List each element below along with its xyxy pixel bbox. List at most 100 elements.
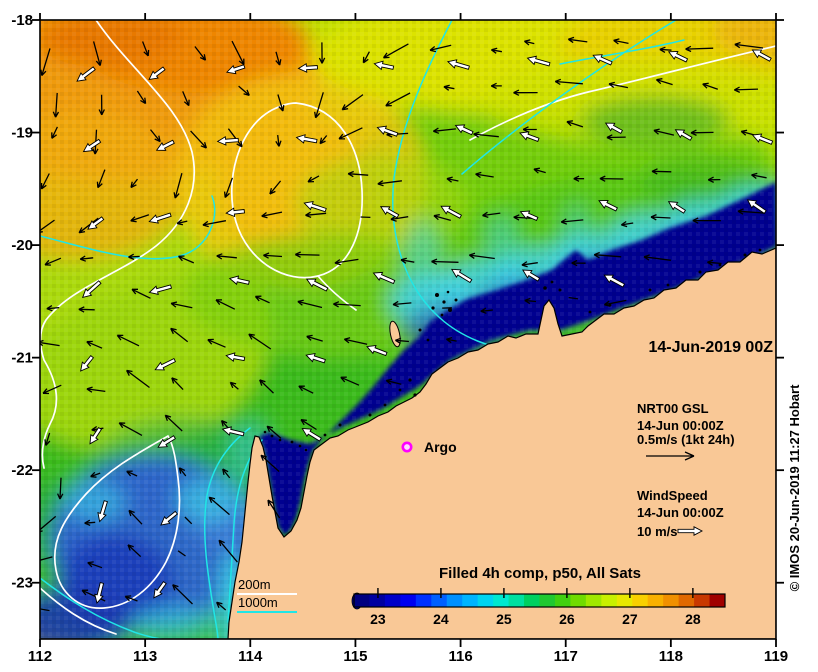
current-arrow-icon	[707, 176, 721, 183]
current-arrow-icon	[127, 544, 142, 558]
current-arrow-icon	[523, 39, 535, 46]
current-arrow-icon	[275, 51, 282, 66]
current-arrow-icon	[171, 377, 184, 391]
current-arrow-icon	[333, 301, 361, 308]
wind-arrow-icon	[153, 580, 167, 599]
current-arrow-icon	[692, 217, 721, 224]
argo-label: Argo	[424, 439, 457, 455]
current-arrow-icon	[194, 46, 207, 61]
wind-arrow-icon	[751, 49, 772, 62]
current-arrow-icon	[567, 36, 588, 44]
wind-arrow-icon	[373, 60, 395, 71]
current-arrow-icon	[524, 297, 537, 305]
colorbar-segment	[415, 594, 432, 607]
wind-arrow-icon	[667, 201, 687, 214]
current-arrow-icon	[136, 90, 147, 105]
current-arrow-icon	[446, 176, 459, 183]
colorbar-segment	[647, 594, 664, 607]
colorbar-tick-label: 27	[622, 611, 638, 627]
colorbar-segment	[616, 594, 633, 607]
colorbar-tick-label: 28	[685, 611, 701, 627]
current-arrow-icon	[341, 94, 364, 111]
current-arrow-icon	[263, 252, 283, 259]
current-arrow-icon	[751, 172, 767, 180]
wind-arrow-icon	[751, 133, 774, 145]
current-arrow-icon	[297, 299, 323, 309]
current-arrow-icon	[207, 338, 226, 348]
wind-arrow-icon	[87, 216, 105, 230]
current-arrow-icon	[566, 120, 584, 128]
wind-arrow-icon	[379, 206, 400, 219]
current-arrow-icon	[173, 173, 183, 199]
current-arrow-icon	[431, 258, 459, 265]
current-arrow-icon	[254, 295, 270, 304]
colorbar-segment	[508, 594, 525, 607]
colorbar-segment	[570, 594, 587, 607]
wind-arrow-icon	[519, 210, 539, 222]
current-arrow-icon	[229, 381, 239, 390]
current-arrow-icon	[40, 48, 51, 77]
wind-vectors	[76, 49, 774, 604]
current-arrow-icon	[521, 261, 538, 268]
current-arrow-icon	[690, 129, 714, 136]
current-arrow-icon	[343, 337, 368, 345]
current-arrow-icon	[382, 43, 409, 59]
current-arrow-icon	[260, 454, 280, 472]
current-arrow-icon	[620, 220, 634, 228]
wind-arrow-icon	[667, 50, 689, 63]
current-arrow-icon	[737, 208, 766, 215]
colorbar-segment	[709, 594, 726, 607]
current-arrow-icon	[314, 92, 324, 119]
current-arrow-icon	[86, 340, 103, 349]
colorbar-ticks	[377, 588, 694, 598]
current-arrow-icon	[128, 509, 143, 525]
colorbar-segment	[585, 594, 602, 607]
current-arrow-icon	[599, 175, 624, 182]
wind-arrow-icon	[148, 212, 172, 224]
current-arrow-icon	[433, 213, 451, 222]
current-arrow-icon	[473, 131, 499, 138]
wind-arrow-icon	[598, 199, 618, 212]
x-tick-label: 113	[133, 648, 157, 665]
current-arrow-icon	[130, 214, 150, 223]
depth-key: 200m 1000m	[237, 577, 297, 613]
current-arrow-icon	[40, 515, 57, 533]
wind-arrow-icon	[155, 139, 175, 151]
current-arrow-icon	[46, 305, 60, 312]
colorbar-tick-label: 25	[496, 611, 512, 627]
current-arrow-icon	[98, 94, 105, 116]
current-arrow-icon	[170, 327, 189, 343]
current-arrow-icon	[126, 369, 150, 389]
y-tick-label: -19	[11, 125, 33, 142]
current-arrow-icon	[81, 589, 106, 602]
current-arrow-icon	[227, 128, 243, 148]
current-arrow-icon	[87, 561, 103, 569]
current-arrow-icon	[238, 85, 250, 97]
current-vectors	[40, 36, 767, 612]
colorbar-tick-labels: 23 24 25 26 27 28	[370, 611, 701, 627]
wind-key-time: 14-Jun 00:00Z	[637, 505, 724, 520]
wind-arrow-icon	[225, 64, 246, 75]
x-tick-label: 112	[28, 648, 52, 665]
current-arrow-icon	[176, 219, 188, 226]
current-arrow-icon	[362, 51, 370, 64]
wind-arrow-icon	[295, 134, 318, 144]
current-arrow-icon	[275, 135, 282, 147]
current-arrow-icon	[400, 257, 415, 264]
current-arrow-icon	[480, 307, 493, 314]
wind-arrow-icon	[148, 66, 166, 81]
wind-arrow-icon	[526, 55, 551, 67]
current-arrow-icon	[124, 595, 138, 602]
current-arrow-icon	[218, 539, 238, 563]
argo-float-icon	[401, 441, 413, 453]
current-arrow-icon	[220, 420, 229, 429]
current-arrow-icon	[178, 255, 195, 264]
current-arrow-icon	[685, 45, 714, 53]
colorbar-segment	[539, 594, 556, 607]
colorbar-frame	[353, 593, 726, 608]
wind-arrow-icon	[225, 352, 246, 362]
colorbar-segment	[462, 594, 479, 607]
current-arrow-icon	[118, 422, 143, 436]
